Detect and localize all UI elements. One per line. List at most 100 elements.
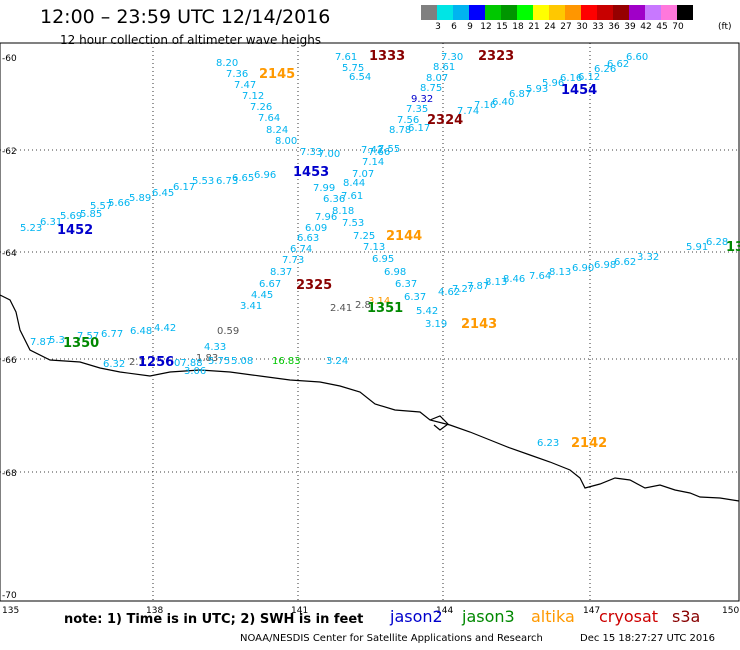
footnote: note: 1) Time is in UTC; 2) SWH is in fe… (64, 612, 364, 627)
legend-swatch (597, 5, 613, 20)
pass-label: 1452 (57, 223, 93, 238)
swh-value: 4.33 (204, 342, 226, 353)
generated-timestamp: Dec 15 18:27:27 UTC 2016 (580, 633, 715, 644)
swh-value: 6.17 (173, 182, 195, 193)
swh-value: 5.08 (231, 356, 253, 367)
swh-values-layer: 7.615.756.547.308.618.078.759.327.357.56… (20, 52, 728, 449)
swh-value: 6.67 (259, 279, 281, 290)
satellite-cryosat: cryosat (599, 607, 659, 626)
swh-value: 8.07 (426, 73, 448, 84)
swh-value: 5.93 (526, 84, 548, 95)
swh-value: 7.14 (362, 157, 384, 168)
swh-value: 4.45 (251, 290, 273, 301)
pass-label: 2144 (386, 229, 422, 244)
swh-value: 7.64 (529, 271, 551, 282)
swh-value: 6.98 (384, 267, 406, 278)
swh-value: 5.75 (208, 356, 230, 367)
swh-value: 7.74 (457, 106, 479, 117)
legend-label: 42 (640, 22, 652, 32)
swh-value: 6.45 (152, 188, 174, 199)
swh-value: 7.64 (258, 113, 280, 124)
swh-value: 5.96 (542, 78, 564, 89)
swh-value: 6.48 (130, 326, 152, 337)
pass-label: 135 (726, 240, 740, 255)
swh-value: 3.24 (326, 356, 348, 367)
legend-swatch (565, 5, 581, 20)
swh-value: 6.87 (509, 89, 531, 100)
swh-value: 7.55 (378, 144, 400, 155)
color-legend-bar (421, 5, 693, 20)
graticule (0, 43, 739, 601)
lat-label: -66 (2, 356, 17, 366)
legend-swatch (453, 5, 469, 20)
swh-value: 6.28 (706, 237, 728, 248)
swh-value: 6.63 (297, 233, 319, 244)
swh-value: 4.42 (154, 323, 176, 334)
swh-value: 5.69 (60, 211, 82, 222)
swh-value: 0.59 (217, 326, 239, 337)
legend-swatch (485, 5, 501, 20)
swh-value: 4.62 (438, 287, 460, 298)
legend-swatch (661, 5, 677, 20)
pass-label: 1333 (369, 49, 405, 64)
swh-value: 6.37 (404, 292, 426, 303)
swh-value: 8.44 (343, 178, 365, 189)
swh-value: 6.74 (290, 244, 312, 255)
swh-value: 6.62 (607, 59, 629, 70)
swh-value: 7.07 (352, 169, 374, 180)
swh-value: 16.83 (272, 356, 301, 367)
swh-value: 7.36 (226, 69, 248, 80)
legend-swatch (501, 5, 517, 20)
swh-value: 6.60 (626, 52, 648, 63)
pass-label: 2142 (571, 436, 607, 451)
lat-label: -68 (2, 469, 17, 479)
swh-value: 5.91 (686, 242, 708, 253)
legend-swatch (421, 5, 437, 20)
pass-label: 2324 (427, 113, 463, 128)
swh-value: 2.41 (330, 303, 352, 314)
legend-swatch (517, 5, 533, 20)
swh-value: 7.12 (242, 91, 264, 102)
swh-value: 9.32 (411, 94, 433, 105)
credit-line: NOAA/NESDIS Center for Satellite Applica… (240, 633, 543, 644)
swh-value: 6.40 (492, 97, 514, 108)
swh-value: 8.61 (433, 62, 455, 73)
swh-value: 7.30 (441, 52, 463, 63)
lon-label: 150 (722, 606, 739, 616)
legend-label: 12 (480, 22, 492, 32)
legend-label: 15 (496, 22, 508, 32)
swh-value: 6.23 (537, 438, 559, 449)
legend-label: 24 (544, 22, 556, 32)
legend-label: 30 (576, 22, 588, 32)
swh-value: 6.09 (305, 223, 327, 234)
swh-value: 7.47 (234, 80, 256, 91)
swh-value: 7.99 (313, 183, 335, 194)
legend-label: 6 (451, 22, 457, 32)
legend-label: 45 (656, 22, 668, 32)
swh-value: 6.54 (349, 72, 371, 83)
swh-value: 6.31 (40, 217, 62, 228)
swh-value: 6.37 (395, 279, 417, 290)
swh-value: 7.26 (250, 102, 272, 113)
swh-value: 3.14 (368, 296, 390, 307)
swh-value: 6.96 (254, 170, 276, 181)
lon-label: 144 (436, 606, 453, 616)
swh-value: 3.41 (240, 301, 262, 312)
swh-value: 3.32 (637, 252, 659, 263)
swh-value: 3.19 (425, 319, 447, 330)
legend-label: 39 (624, 22, 636, 32)
swh-value: 5.42 (416, 306, 438, 317)
legend-swatch (629, 5, 645, 20)
swh-value: 8.18 (332, 206, 354, 217)
legend-label: 3 (435, 22, 441, 32)
swh-value: 5.23 (20, 223, 42, 234)
color-legend-labels: 3 6 9 12 15 18 21 24 27 30 33 36 39 42 45 70 (430, 22, 686, 32)
pass-label: 2325 (296, 278, 332, 293)
swh-value: 8.78 (389, 125, 411, 136)
swh-value: 07.88 (174, 358, 203, 369)
pass-label: 1256 (138, 355, 174, 370)
swh-value: 8.13 (549, 267, 571, 278)
swh-value: 8.00 (275, 136, 297, 147)
swh-value: 5.85 (80, 209, 102, 220)
swh-value: 7.27 (452, 284, 474, 295)
